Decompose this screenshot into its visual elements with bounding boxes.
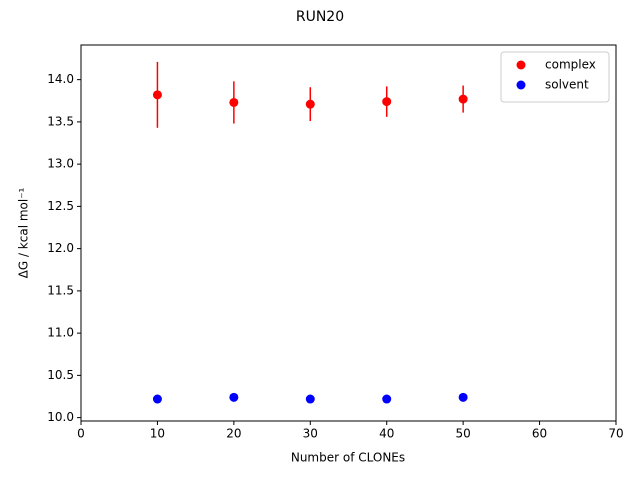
point <box>458 94 468 104</box>
y-tick-label: 11.5 <box>47 283 74 297</box>
legend-marker <box>516 80 526 90</box>
y-tick-label: 10.0 <box>47 410 74 424</box>
x-tick-label: 50 <box>456 427 471 441</box>
legend-marker <box>516 60 526 70</box>
x-tick-label: 70 <box>608 427 623 441</box>
x-tick-label: 60 <box>532 427 547 441</box>
point <box>305 99 315 109</box>
y-tick-label: 10.5 <box>47 368 74 382</box>
chart-title: RUN20 <box>296 9 344 25</box>
point <box>152 90 162 100</box>
y-tick-label: 12.0 <box>47 241 74 255</box>
x-tick-label: 20 <box>226 427 241 441</box>
x-tick-label: 30 <box>303 427 318 441</box>
point <box>152 394 162 404</box>
legend-label: complex <box>545 58 596 72</box>
y-tick-label: 14.0 <box>47 72 74 86</box>
x-tick-label: 40 <box>379 427 394 441</box>
point <box>229 97 239 107</box>
y-tick-label: 11.0 <box>47 326 74 340</box>
point <box>305 394 315 404</box>
point <box>382 97 392 107</box>
y-tick-label: 13.0 <box>47 157 74 171</box>
legend-label: solvent <box>545 78 589 92</box>
legend-box <box>500 51 610 103</box>
y-tick-label: 12.5 <box>47 199 74 213</box>
y-axis-label: ΔG / kcal mol⁻¹ <box>17 187 31 278</box>
point <box>382 394 392 404</box>
x-tick-label: 10 <box>150 427 165 441</box>
plot-frame <box>80 44 617 422</box>
x-tick-label: 0 <box>77 427 85 441</box>
point <box>458 392 468 402</box>
point <box>229 392 239 402</box>
y-tick-label: 13.5 <box>47 114 74 128</box>
x-axis-label: Number of CLONEs <box>291 451 405 465</box>
